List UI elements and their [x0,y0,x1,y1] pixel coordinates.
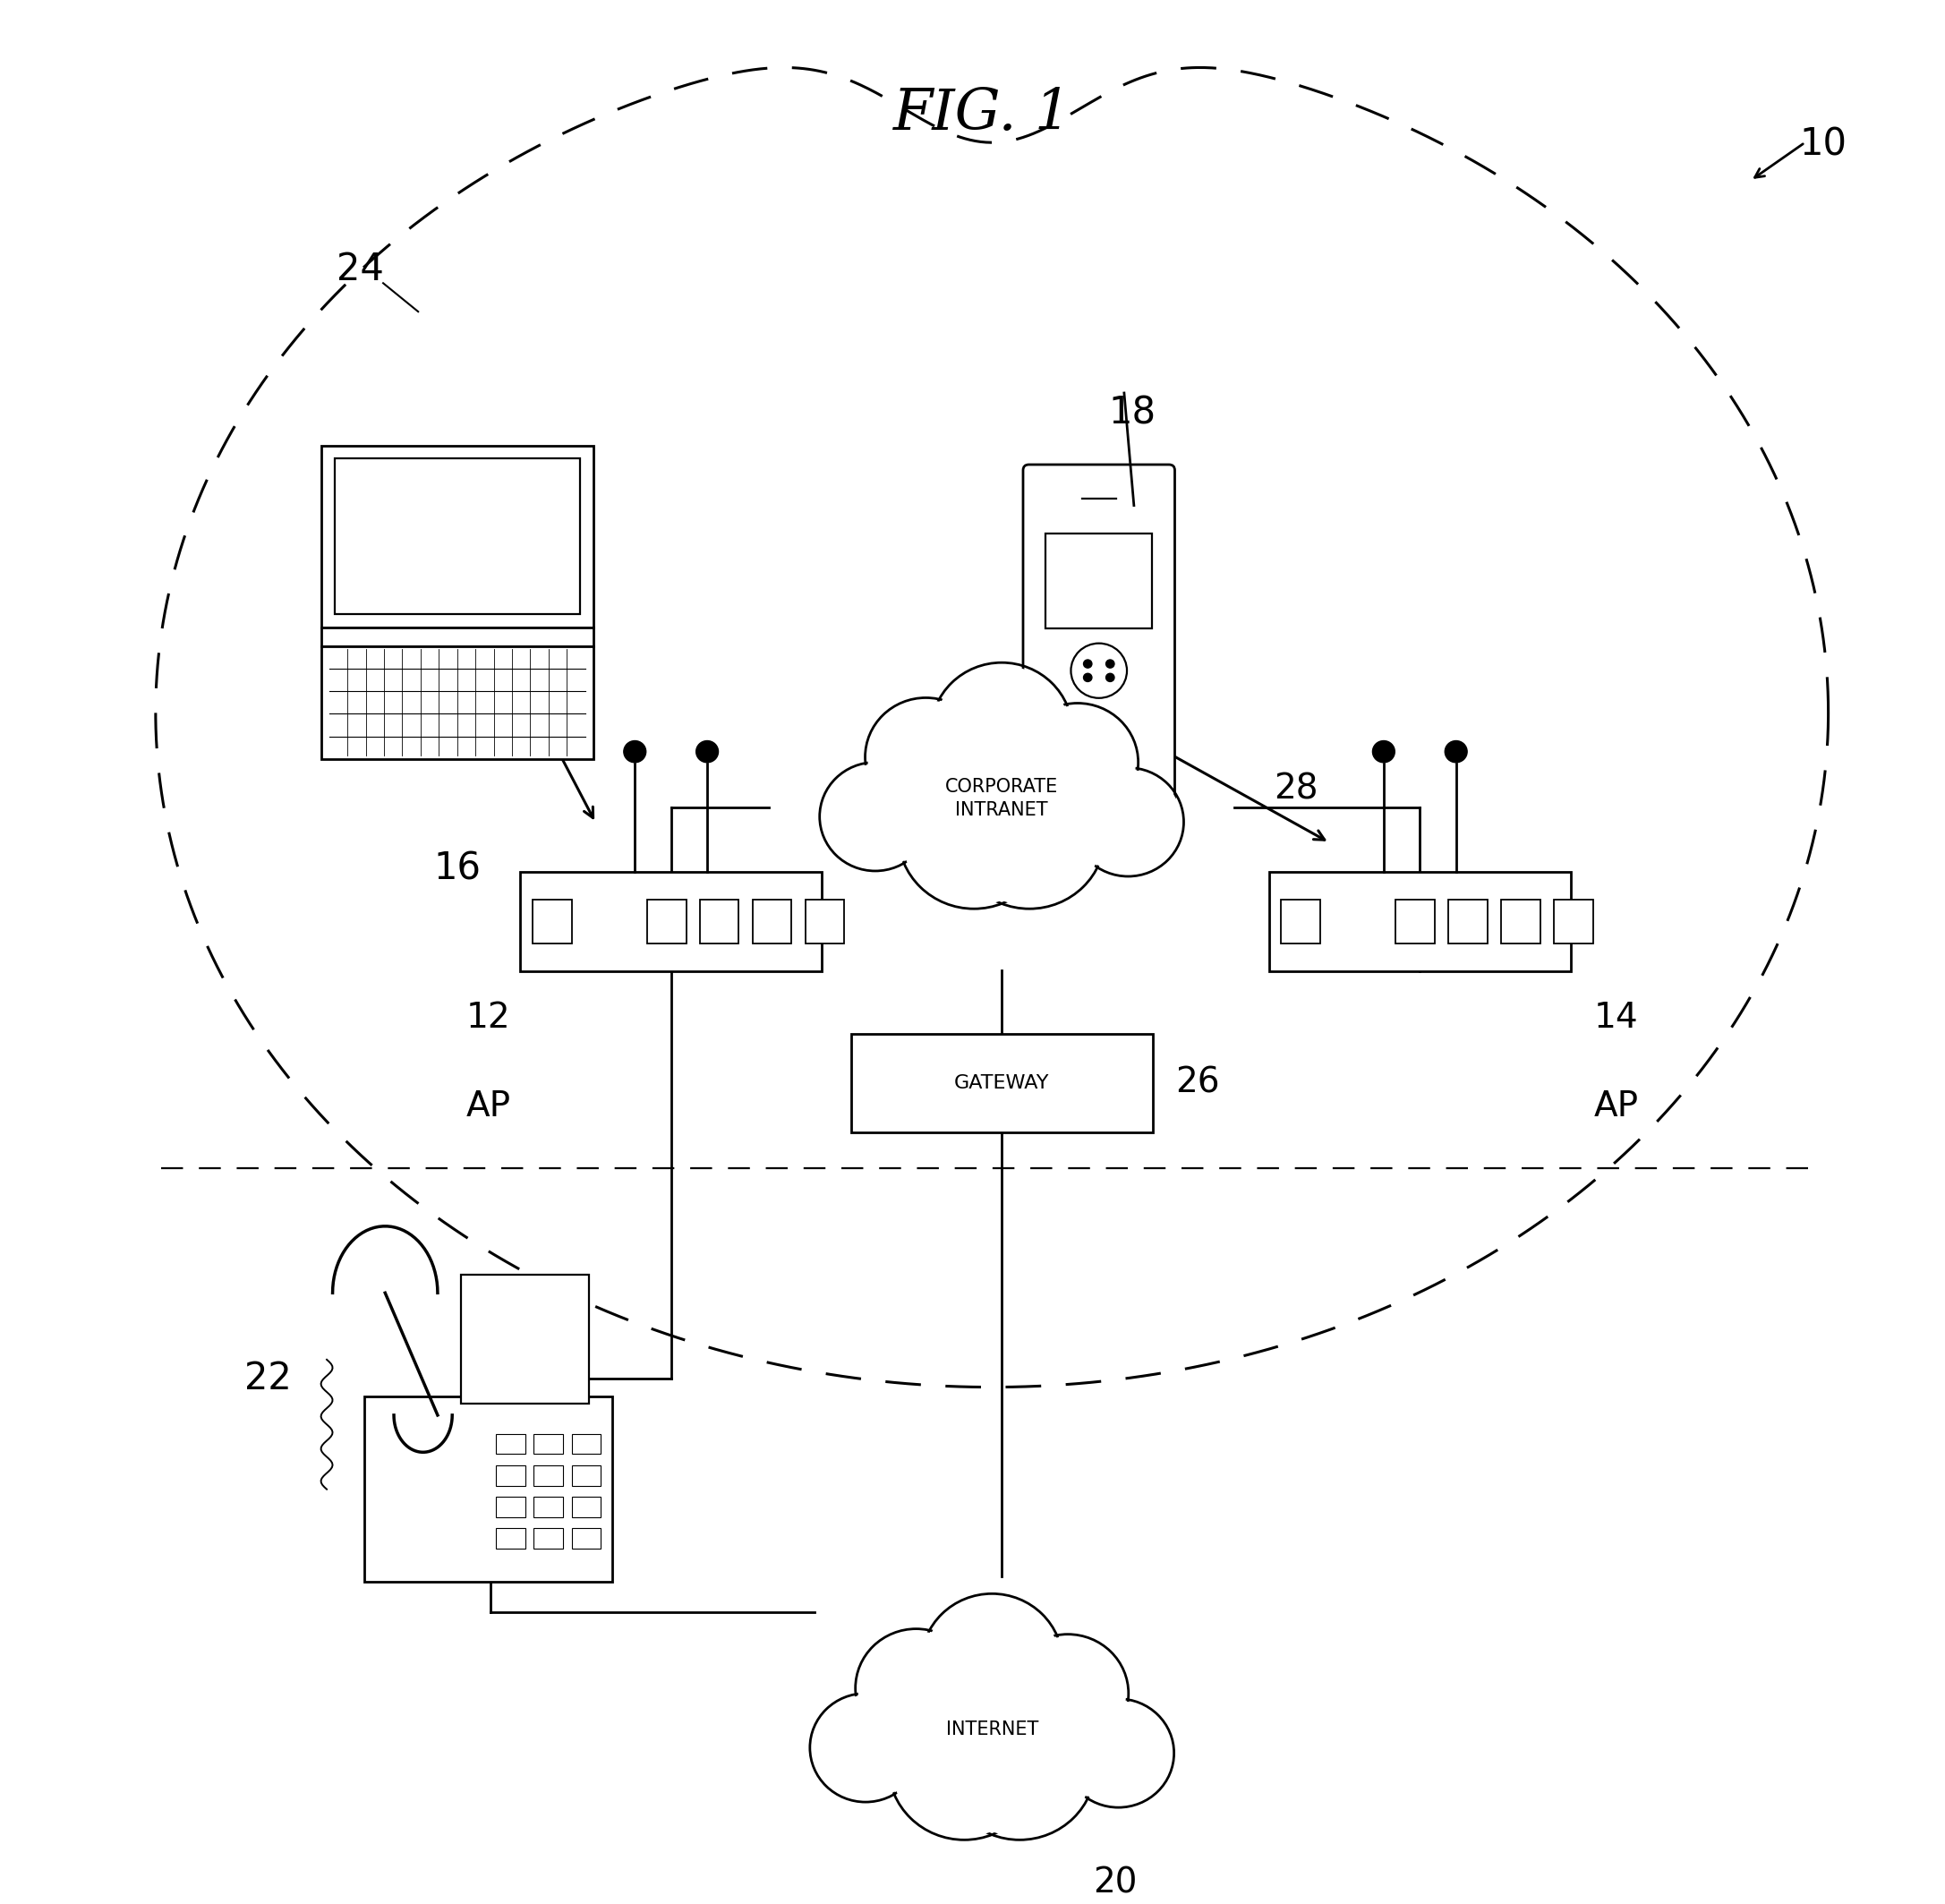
Circle shape [1062,1698,1175,1807]
FancyBboxPatch shape [533,1466,564,1485]
Circle shape [858,1632,974,1744]
FancyBboxPatch shape [533,1529,564,1548]
FancyBboxPatch shape [1502,901,1540,942]
FancyBboxPatch shape [461,1274,589,1403]
Circle shape [856,1628,976,1748]
Circle shape [1445,741,1467,762]
FancyBboxPatch shape [321,626,593,645]
Circle shape [1072,767,1185,876]
FancyBboxPatch shape [572,1434,601,1455]
Circle shape [1107,659,1114,668]
Circle shape [1066,748,1076,756]
FancyBboxPatch shape [533,901,572,942]
FancyBboxPatch shape [1046,533,1151,628]
Text: 24: 24 [336,251,383,289]
FancyBboxPatch shape [321,446,593,626]
Circle shape [1095,794,1103,802]
Circle shape [1019,706,1136,819]
FancyBboxPatch shape [496,1434,525,1455]
Circle shape [1066,817,1076,824]
Circle shape [1107,674,1114,682]
Text: CORPORATE
INTRANET: CORPORATE INTRANET [945,779,1058,819]
Circle shape [1095,817,1103,824]
FancyBboxPatch shape [572,1529,601,1548]
Circle shape [1066,771,1076,779]
Circle shape [957,764,1101,904]
Circle shape [1122,817,1132,824]
Circle shape [899,760,1050,908]
FancyBboxPatch shape [1268,872,1572,971]
Circle shape [1083,674,1091,682]
FancyBboxPatch shape [805,901,844,942]
Circle shape [1017,703,1138,823]
Circle shape [809,1693,922,1801]
FancyBboxPatch shape [852,1034,1151,1133]
Circle shape [889,1691,1041,1839]
Circle shape [866,697,986,817]
Text: INTERNET: INTERNET [945,1721,1039,1738]
Circle shape [1076,771,1181,874]
FancyBboxPatch shape [533,1497,564,1517]
Circle shape [922,1594,1062,1733]
Text: 20: 20 [1093,1866,1138,1900]
FancyBboxPatch shape [496,1497,525,1517]
Circle shape [1122,748,1132,756]
Circle shape [819,762,932,870]
Circle shape [1009,1637,1126,1750]
Circle shape [953,760,1105,908]
Circle shape [932,663,1072,802]
Text: FIG. 1: FIG. 1 [893,86,1072,141]
Text: 16: 16 [434,851,480,887]
FancyBboxPatch shape [1397,901,1435,942]
Circle shape [934,666,1070,798]
Circle shape [943,1691,1095,1839]
FancyBboxPatch shape [496,1529,525,1548]
Circle shape [1083,659,1091,668]
Text: 26: 26 [1175,1066,1220,1101]
FancyBboxPatch shape [572,1497,601,1517]
Text: 12: 12 [467,1002,510,1034]
FancyBboxPatch shape [533,1434,564,1455]
FancyBboxPatch shape [364,1398,613,1582]
FancyBboxPatch shape [572,1466,601,1485]
FancyBboxPatch shape [1554,901,1593,942]
Circle shape [1066,794,1076,802]
Circle shape [867,701,984,813]
Text: AP: AP [1595,1089,1640,1123]
Circle shape [813,1696,918,1799]
Text: AP: AP [465,1089,510,1123]
Text: 10: 10 [1799,126,1846,164]
Circle shape [902,764,1046,904]
FancyBboxPatch shape [335,459,580,613]
Circle shape [1122,771,1132,779]
Circle shape [1122,794,1132,802]
FancyBboxPatch shape [1023,465,1175,828]
Circle shape [947,1695,1091,1835]
FancyBboxPatch shape [519,872,821,971]
FancyBboxPatch shape [1282,901,1321,942]
FancyBboxPatch shape [700,901,739,942]
FancyBboxPatch shape [496,1466,525,1485]
Circle shape [1373,741,1395,762]
Circle shape [924,1597,1060,1729]
Circle shape [624,741,646,762]
Circle shape [1066,1702,1171,1805]
FancyBboxPatch shape [1449,901,1488,942]
FancyBboxPatch shape [648,901,687,942]
Circle shape [1008,1634,1128,1754]
Text: GATEWAY: GATEWAY [953,1074,1050,1093]
FancyBboxPatch shape [753,901,792,942]
Circle shape [823,765,928,868]
Text: 18: 18 [1109,394,1155,432]
Circle shape [696,741,718,762]
Text: 22: 22 [245,1359,292,1398]
Circle shape [893,1695,1037,1835]
Circle shape [1095,771,1103,779]
Text: 28: 28 [1274,773,1319,807]
Text: 14: 14 [1595,1002,1638,1034]
Circle shape [1095,748,1103,756]
FancyBboxPatch shape [321,645,593,760]
